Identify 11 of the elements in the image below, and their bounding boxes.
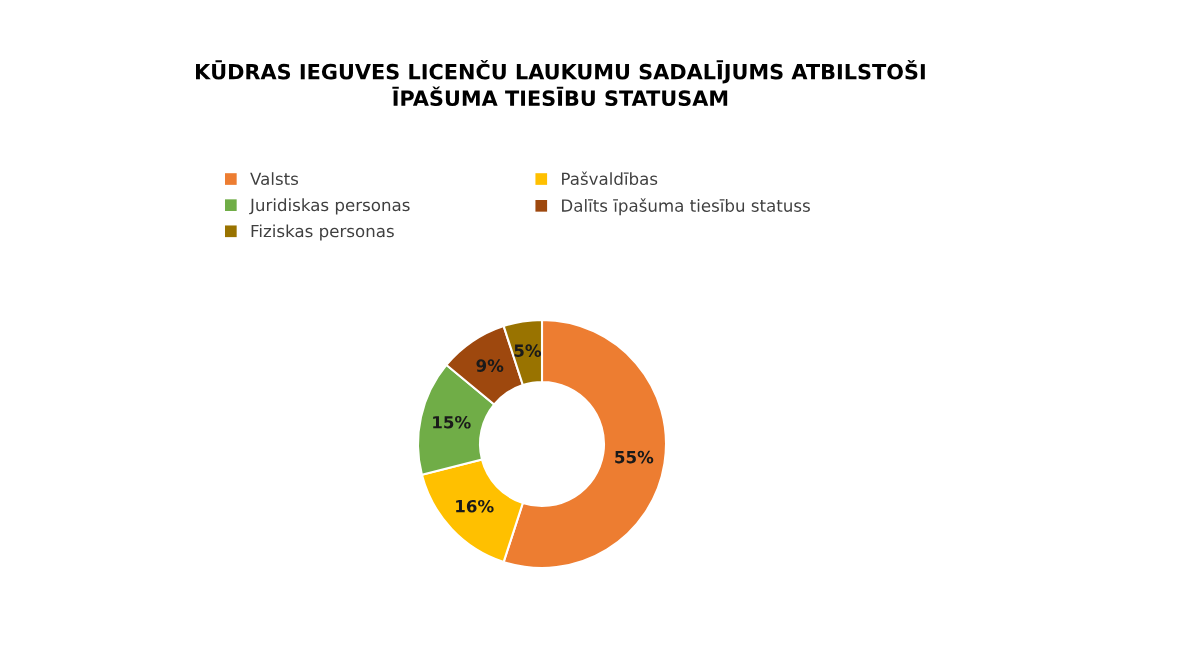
legend-label: Valsts bbox=[250, 172, 299, 186]
data-label: 5% bbox=[514, 344, 542, 357]
legend-label: Dalīts īpašuma tiesību statuss bbox=[562, 198, 810, 216]
chart-title: KŪDRAS IEGUVES LICENČU LAUKUMU SADALĪJUMS ATBILSTOŠI ĪPAŠUMA TIESĪBU STATUSAM bbox=[196, 60, 925, 107]
data-label: 16% bbox=[456, 499, 494, 513]
data-label: 15% bbox=[433, 415, 471, 429]
data-label: 9% bbox=[476, 359, 504, 372]
legend-label: Fiziskas personas bbox=[251, 224, 394, 241]
legend-label: Juridiskas personas bbox=[249, 198, 410, 215]
legend-label: Pašvaldības bbox=[562, 171, 658, 186]
data-label: 55% bbox=[615, 450, 654, 464]
